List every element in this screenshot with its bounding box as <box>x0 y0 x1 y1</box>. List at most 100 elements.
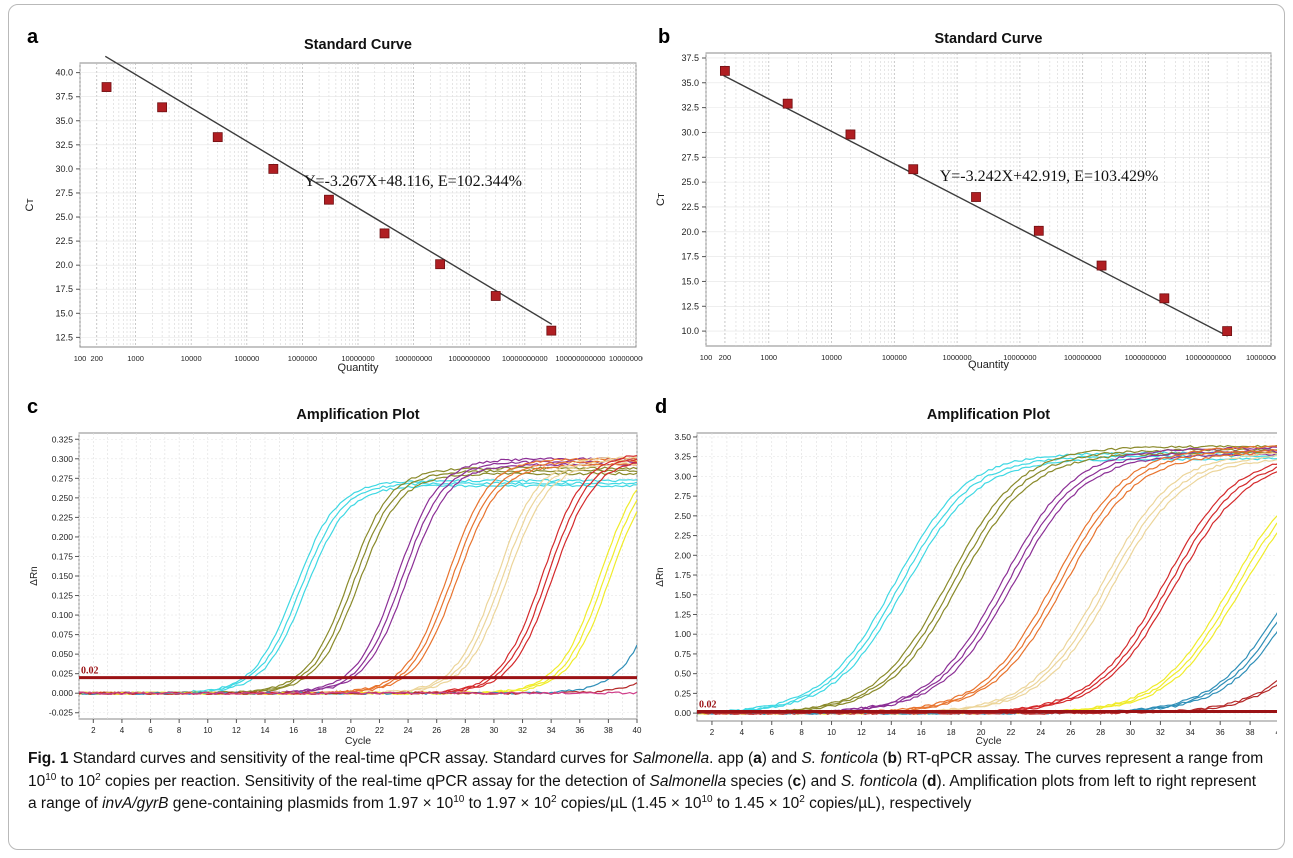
data-point-marker <box>719 65 730 76</box>
caption-fragment: Standard curves and sensitivity of the r… <box>68 750 633 767</box>
threshold-label: 0.02 <box>81 666 99 677</box>
panel-letter: c <box>27 397 38 418</box>
x-tick-label: 8 <box>799 728 804 737</box>
y-tick-label: 0.275 <box>52 473 74 483</box>
y-tick-label: 25.0 <box>55 212 73 222</box>
y-tick-label: 30.0 <box>681 127 699 137</box>
x-tick-label: 40 <box>1276 728 1277 737</box>
amplification-curve <box>697 454 1277 714</box>
y-tick-label: 17.5 <box>55 284 73 294</box>
y-axis-label: Cт <box>24 199 36 212</box>
y-tick-label: 0.50 <box>674 669 691 679</box>
x-tick-label: 32 <box>1156 728 1165 737</box>
y-tick-label: 2.00 <box>674 550 691 560</box>
data-point-marker <box>157 102 168 113</box>
y-tick-label: 15.0 <box>55 308 73 318</box>
x-tick-label: 28 <box>1096 728 1105 737</box>
y-tick-label: 3.25 <box>674 452 691 462</box>
standard-curve-panel-b: 100 200 1000 10000 100000 1000000 10000000 1000… <box>646 23 1276 393</box>
y-tick-label: 0.100 <box>52 610 74 620</box>
caption-fragment: ) RT-qPCR assay. The curves represent a … <box>28 750 1264 790</box>
y-tick-label: 40.0 <box>55 68 73 78</box>
x-tick-label: 1000000 <box>943 353 972 362</box>
x-tick-label: 26 <box>1066 728 1075 737</box>
y-tick-label: 0.325 <box>52 434 74 444</box>
x-tick-label: 40 <box>633 726 642 735</box>
y-tick-label: 1.50 <box>674 590 691 600</box>
y-axis-label: ΔRn <box>29 566 40 585</box>
data-point-marker <box>1096 260 1107 271</box>
y-tick-label: 2.25 <box>674 531 691 541</box>
x-axis-label: Quantity <box>338 362 379 374</box>
panel-letter: a <box>27 26 39 48</box>
y-tick-label: 2.75 <box>674 491 691 501</box>
y-tick-label: 0.25 <box>674 688 691 698</box>
y-tick-label: 0.225 <box>52 512 74 522</box>
data-point-marker <box>971 192 981 202</box>
y-axis-label: Cт <box>655 193 667 206</box>
data-point-marker <box>212 132 223 143</box>
caption-fragment: 2 <box>95 771 101 783</box>
x-tick-label: 1000000000000 <box>609 354 643 363</box>
x-axis-label: Cycle <box>345 735 371 747</box>
caption-fragment: invA/gyrB <box>102 795 169 812</box>
x-tick-label: 4 <box>120 726 125 735</box>
chart-title: Amplification Plot <box>927 407 1050 423</box>
y-tick-label: 15.0 <box>681 276 699 286</box>
y-tick-label: 0.175 <box>52 551 74 561</box>
y-tick-label: 32.5 <box>681 103 699 113</box>
y-tick-label: 32.5 <box>55 140 73 150</box>
caption-fragment: to 1.97 × 10 <box>464 795 551 812</box>
figure-frame: 100 200 1000 10000 100000 1000000 10000000 1000… <box>8 4 1285 850</box>
x-tick-label: 200 <box>90 354 103 363</box>
y-tick-label: 3.50 <box>674 432 691 442</box>
y-tick-label: 22.5 <box>55 236 73 246</box>
data-point-marker <box>379 228 390 239</box>
y-tick-label: 3.00 <box>674 471 691 481</box>
caption-fragment: 2 <box>799 793 805 805</box>
x-tick-label: 22 <box>1006 728 1015 737</box>
y-tick-label: 37.5 <box>55 92 73 102</box>
x-tick-label: 16 <box>917 728 926 737</box>
x-tick-label: 4 <box>740 728 745 737</box>
x-tick-label: 100000000 <box>1064 353 1102 362</box>
y-tick-label: 0.000 <box>52 688 74 698</box>
x-tick-label: 32 <box>518 726 527 735</box>
data-point-marker <box>1159 293 1170 304</box>
fit-line <box>104 55 553 325</box>
data-point-marker <box>1222 326 1233 337</box>
y-axis-label: ΔRn <box>655 567 666 586</box>
x-tick-label: 36 <box>575 726 584 735</box>
x-tick-label: 14 <box>887 728 896 737</box>
caption-fragment: ). Amplification plots from left to righ… <box>28 772 1257 813</box>
caption-fragment: 10 <box>701 793 713 805</box>
amplification-plot-panel-d: 2468101214161820222426283032343638400.00… <box>645 397 1277 747</box>
standard-curve-svg: 100 200 1000 10000 100000 1000000 10000000 1000… <box>24 26 643 374</box>
y-tick-label: 10.0 <box>681 326 699 336</box>
gridlines <box>705 53 1272 346</box>
data-point-marker <box>435 259 446 270</box>
caption-fragment: d <box>926 772 937 790</box>
y-tick-label: 0.75 <box>674 649 691 659</box>
y-tick-label: 25.0 <box>681 177 699 187</box>
x-tick-label: 30 <box>1126 728 1135 737</box>
x-tick-label: 10 <box>827 728 836 737</box>
x-tick-label: 30 <box>489 726 498 735</box>
data-point-marker <box>546 325 557 336</box>
caption-fragment: c <box>792 772 802 790</box>
y-tick-label: 1.25 <box>674 609 691 619</box>
x-tick-label: 100000 <box>882 353 907 362</box>
y-tick-label: 0.050 <box>52 649 74 659</box>
y-tick-label: 0.250 <box>52 493 74 503</box>
x-tick-label: 38 <box>1246 728 1255 737</box>
chart-title: Standard Curve <box>935 31 1043 47</box>
y-tick-label: 2.50 <box>674 511 691 521</box>
y-tick-label: 30.0 <box>55 164 73 174</box>
data-point-marker <box>1033 225 1044 236</box>
x-axis-label: Quantity <box>968 359 1009 371</box>
x-tick-label: 2 <box>91 726 96 735</box>
data-point-marker <box>324 194 334 205</box>
x-tick-label: 10000000 <box>341 354 374 363</box>
caption-fragment: copies/µL), respectively <box>804 795 972 812</box>
x-tick-label: 38 <box>604 726 613 735</box>
